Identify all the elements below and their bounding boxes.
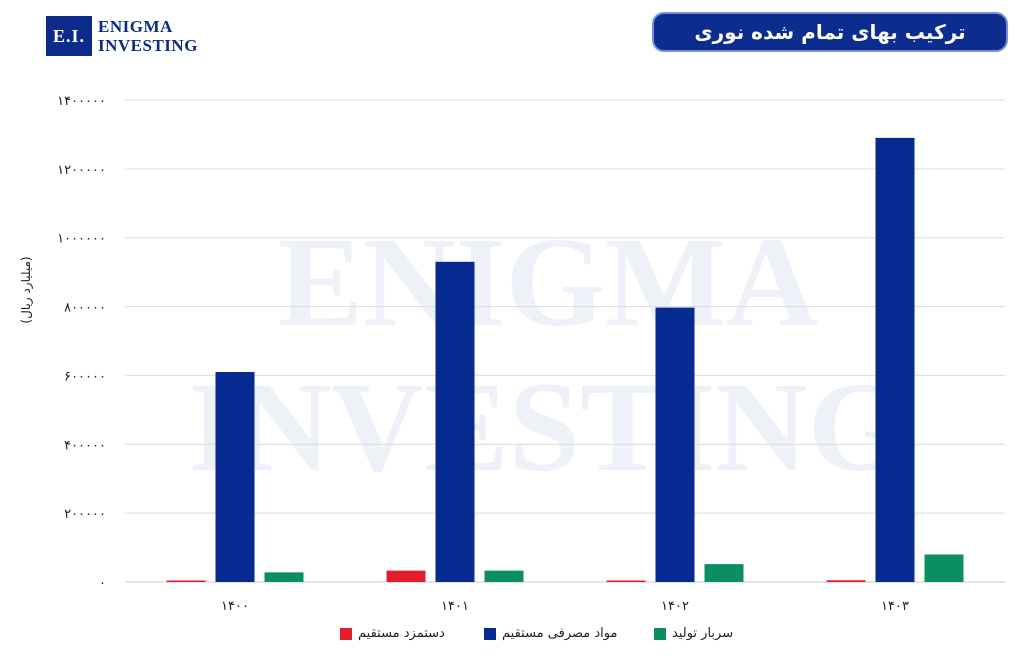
x-tick-label: ۱۴۰۳ [881,599,909,614]
bar [386,570,426,582]
logo-mark: E.I. [46,16,92,56]
y-tick-label: ۱۰۰۰۰۰۰ [57,232,106,247]
x-tick-label: ۱۴۰۰ [221,599,249,614]
gridlines [125,99,1005,583]
y-tick-label: ۲۰۰۰۰۰ [64,507,106,522]
legend-label: مواد مصرفی مستقیم [502,626,618,641]
watermark: ENIGMA INVESTING [189,211,907,498]
bar [435,261,475,582]
chart-title: ترکیب بهای تمام شده نوری [652,12,1008,52]
legend-item: مواد مصرفی مستقیم [484,626,617,641]
x-axis-tick-labels: ۱۴۰۰ ۱۴۰۱ ۱۴۰۲ ۱۴۰۳ [221,599,909,614]
y-tick-label: ۱۲۰۰۰۰۰ [57,163,106,178]
legend: دستمزد مستقیم مواد مصرفی مستقیم سربار تولی… [0,626,1024,650]
legend-item: سربار تولید [654,626,733,641]
x-tick-label: ۱۴۰۱ [441,599,469,614]
watermark-line-2: INVESTING [189,356,907,498]
logo: E.I. Enigma Investing [46,14,198,58]
legend-label: دستمزد مستقیم [358,626,445,641]
bar [655,307,695,582]
legend-swatch [654,627,666,640]
x-tick-label: ۱۴۰۲ [661,599,689,614]
logo-line-1: Enigma [98,17,173,36]
bar [484,570,524,582]
bar [606,580,646,582]
bar [924,554,964,582]
bars [166,137,964,582]
bar [166,580,206,582]
legend-swatch [484,627,496,640]
legend-item: دستمزد مستقیم [340,626,445,641]
y-axis-tick-labels: ۰ ۲۰۰۰۰۰ ۴۰۰۰۰۰ ۶۰۰۰۰۰ ۸۰۰۰۰۰ ۱۰۰۰۰۰۰ ۱۲۰۰۰۰۰ ۱… [57,94,106,591]
bar [875,137,915,582]
y-tick-label: ۱۴۰۰۰۰۰ [57,94,106,109]
bar [215,371,255,582]
y-axis-label: (میلیارد ریال) [19,256,34,323]
legend-swatch [340,627,352,640]
logo-line-2: Investing [98,36,198,55]
legend-label: سربار تولید [672,626,734,641]
logo-wordmark: Enigma Investing [98,17,198,55]
watermark-line-1: ENIGMA [278,211,818,353]
y-tick-label: ۴۰۰۰۰۰ [64,438,106,453]
bar [704,564,744,582]
y-tick-label: ۰ [99,576,106,591]
bar [264,572,304,582]
y-tick-label: ۸۰۰۰۰۰ [64,301,106,316]
bar [826,580,866,582]
y-tick-label: ۶۰۰۰۰۰ [64,369,106,384]
